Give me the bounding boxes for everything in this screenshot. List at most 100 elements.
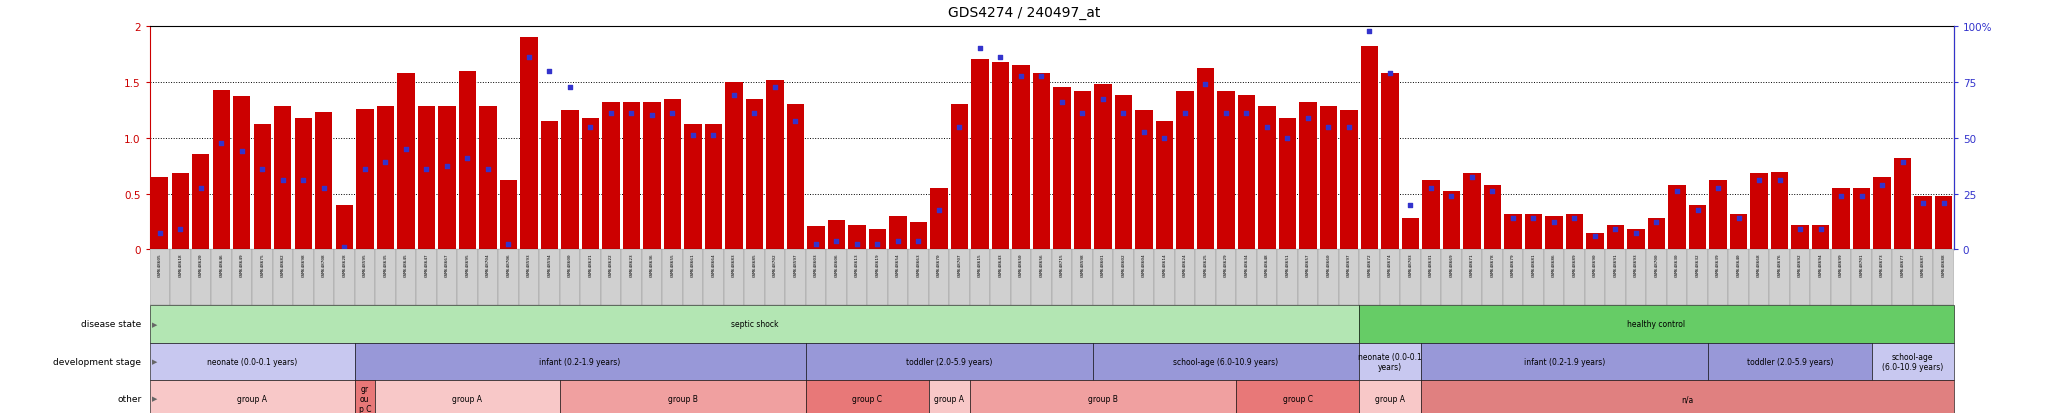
Text: GSM648628: GSM648628: [342, 253, 346, 276]
Bar: [1587, 233, 1604, 250]
Text: GSM648621: GSM648621: [588, 253, 592, 276]
FancyBboxPatch shape: [1933, 250, 1954, 306]
FancyBboxPatch shape: [170, 250, 190, 306]
Text: GSM648698: GSM648698: [301, 253, 305, 276]
Point: [881, 237, 913, 244]
Bar: [950, 105, 969, 250]
Text: GSM648600: GSM648600: [567, 253, 571, 276]
FancyBboxPatch shape: [1401, 250, 1421, 306]
Text: GSM648622: GSM648622: [608, 253, 612, 276]
Bar: [745, 99, 764, 250]
FancyBboxPatch shape: [1790, 250, 1810, 306]
Text: GSM648692: GSM648692: [1798, 253, 1802, 276]
Text: GSM648682: GSM648682: [281, 253, 285, 276]
Text: GSM648699: GSM648699: [1839, 253, 1843, 276]
Point: [1743, 178, 1776, 184]
Point: [1702, 185, 1735, 192]
FancyBboxPatch shape: [887, 250, 907, 306]
Text: group C: group C: [1282, 394, 1313, 403]
FancyBboxPatch shape: [1913, 250, 1933, 306]
FancyBboxPatch shape: [969, 250, 989, 306]
Point: [942, 124, 975, 131]
Point: [389, 146, 422, 153]
Bar: [152, 178, 168, 250]
Point: [922, 207, 954, 214]
Text: GSM648697: GSM648697: [1348, 253, 1352, 276]
Bar: [1094, 85, 1112, 250]
Text: GSM648605: GSM648605: [158, 253, 162, 276]
Point: [1149, 135, 1182, 142]
Point: [676, 133, 709, 140]
Point: [1559, 215, 1591, 222]
FancyBboxPatch shape: [743, 250, 764, 306]
Bar: [418, 107, 434, 250]
Point: [205, 140, 238, 147]
FancyBboxPatch shape: [764, 250, 784, 306]
Point: [696, 133, 729, 140]
Bar: [1874, 178, 1890, 250]
Point: [1436, 193, 1468, 199]
FancyBboxPatch shape: [1217, 250, 1237, 306]
Text: GSM648701: GSM648701: [1860, 253, 1864, 276]
Bar: [1401, 218, 1419, 250]
FancyBboxPatch shape: [272, 250, 293, 306]
Point: [1047, 100, 1079, 106]
FancyBboxPatch shape: [1319, 250, 1339, 306]
Point: [1845, 193, 1878, 199]
FancyBboxPatch shape: [293, 250, 313, 306]
Bar: [254, 125, 270, 250]
Bar: [356, 109, 373, 250]
Point: [799, 241, 831, 248]
Text: group C: group C: [852, 394, 883, 403]
Bar: [1608, 225, 1624, 250]
Text: GSM648643: GSM648643: [997, 253, 1001, 276]
Point: [1927, 200, 1960, 206]
Bar: [930, 188, 948, 250]
Point: [1067, 111, 1100, 117]
Text: GSM648671: GSM648671: [1470, 253, 1475, 276]
Text: GSM648686: GSM648686: [1552, 253, 1556, 276]
Bar: [500, 181, 516, 250]
Bar: [1135, 110, 1153, 250]
FancyBboxPatch shape: [1135, 250, 1155, 306]
Bar: [1176, 92, 1194, 250]
Text: GSM648619: GSM648619: [874, 253, 879, 276]
Point: [1087, 96, 1120, 102]
FancyBboxPatch shape: [539, 250, 559, 306]
Text: GSM648631: GSM648631: [1430, 253, 1434, 276]
FancyBboxPatch shape: [1810, 250, 1831, 306]
Text: GSM648672: GSM648672: [1368, 253, 1372, 276]
Text: GSM648687: GSM648687: [1921, 253, 1925, 276]
Text: toddler (2.0-5.9 years): toddler (2.0-5.9 years): [1747, 357, 1833, 366]
FancyBboxPatch shape: [1176, 250, 1196, 306]
Point: [901, 237, 934, 244]
Bar: [336, 205, 352, 250]
Point: [758, 85, 791, 91]
FancyBboxPatch shape: [846, 250, 866, 306]
Point: [1333, 124, 1366, 131]
Text: neonate (0.0-0.1 years): neonate (0.0-0.1 years): [207, 357, 297, 366]
Bar: [315, 113, 332, 250]
Point: [840, 241, 872, 248]
FancyBboxPatch shape: [1708, 250, 1729, 306]
Text: GSM648657: GSM648657: [1307, 253, 1311, 276]
FancyBboxPatch shape: [1196, 250, 1217, 306]
Text: GSM648679: GSM648679: [1511, 253, 1516, 276]
Point: [1292, 115, 1325, 121]
Point: [717, 93, 750, 99]
Bar: [541, 121, 557, 250]
Bar: [623, 103, 641, 250]
FancyBboxPatch shape: [784, 250, 805, 306]
FancyBboxPatch shape: [1565, 250, 1585, 306]
Point: [1661, 189, 1694, 195]
Text: neonate (0.0-0.1
years): neonate (0.0-0.1 years): [1358, 352, 1421, 371]
Bar: [1505, 214, 1522, 250]
Text: GSM648602: GSM648602: [1122, 253, 1126, 276]
Text: GSM648676: GSM648676: [1778, 253, 1782, 276]
Text: healthy control: healthy control: [1628, 320, 1686, 329]
Bar: [1812, 225, 1829, 250]
Bar: [1032, 74, 1051, 250]
FancyBboxPatch shape: [928, 250, 948, 306]
Text: GSM648594: GSM648594: [547, 253, 551, 276]
FancyBboxPatch shape: [1094, 250, 1114, 306]
